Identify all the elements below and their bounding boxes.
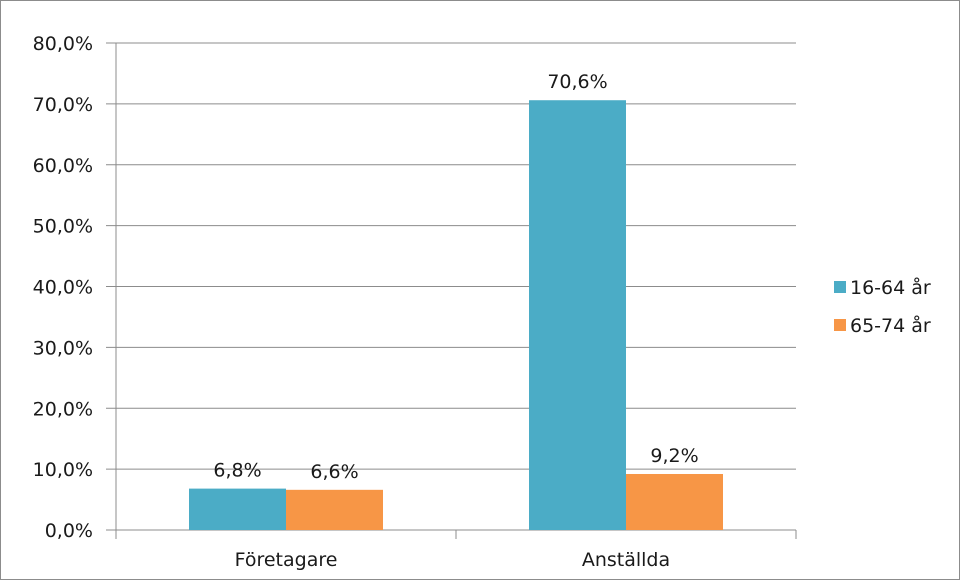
- y-tick-label-2: 20,0%: [33, 398, 93, 420]
- y-tick-label-8: 80,0%: [33, 33, 93, 55]
- data-label-1-1: 6,8%: [213, 460, 261, 482]
- x-category-label-1: Anställda: [582, 549, 670, 571]
- y-tick-label-6: 60,0%: [33, 155, 93, 177]
- legend-label-2: 65-74 år: [850, 314, 931, 337]
- bar-1-2: [529, 100, 626, 530]
- bar-2-1: [286, 489, 383, 530]
- y-tick-label-3: 30,0%: [33, 337, 93, 359]
- legend-swatch-1: [834, 281, 846, 293]
- y-tick-label-0: 0,0%: [45, 520, 93, 542]
- bar-2-2: [626, 473, 723, 530]
- legend-swatch-2: [834, 319, 846, 331]
- bar-1-1: [189, 488, 286, 530]
- legend: 16-64 år 65-74 år: [834, 276, 931, 337]
- legend-label-1: 16-64 år: [850, 276, 931, 299]
- y-tick-label-1: 10,0%: [33, 459, 93, 481]
- y-tick-label-5: 50,0%: [33, 216, 93, 238]
- bars: [189, 100, 723, 530]
- data-label-2-1: 6,6%: [310, 461, 358, 483]
- data-label-1-2: 70,6%: [547, 71, 607, 93]
- data-labels: 6,8% 70,6% 6,6% 9,2%: [213, 71, 698, 483]
- x-axis: Företagare Anställda: [115, 530, 797, 571]
- data-label-2-2: 9,2%: [650, 445, 698, 467]
- y-tick-label-7: 70,0%: [33, 94, 93, 116]
- y-axis-ticks: 0,0% 10,0% 20,0% 30,0% 40,0% 50,0% 60,0% 70,0% 8…: [33, 33, 93, 542]
- y-tick-label-4: 40,0%: [33, 277, 93, 299]
- x-category-label-0: Företagare: [235, 549, 338, 571]
